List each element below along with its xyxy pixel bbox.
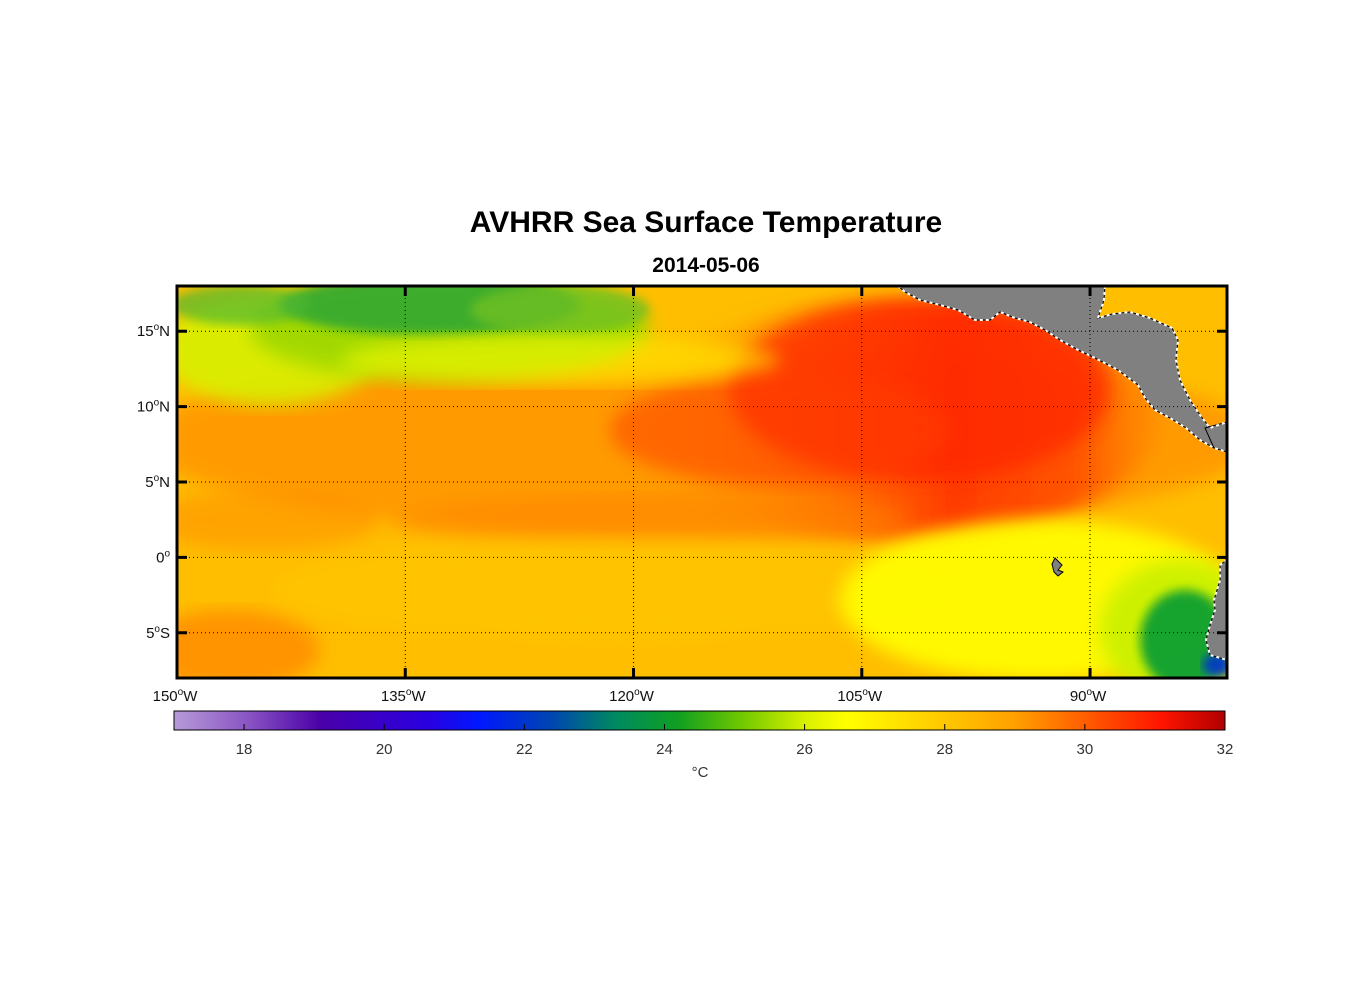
sst-south-cool — [270, 540, 970, 640]
colorbar-tick-label: 18 — [236, 741, 253, 758]
y-tick-label: 5oN — [145, 473, 170, 491]
x-tick-label: 105oW — [837, 687, 883, 705]
colorbar-ticks: 18 20 22 24 26 28 30 32 — [236, 724, 1234, 758]
colorbar-tick-label: 24 — [656, 741, 673, 758]
land-panama — [1204, 421, 1227, 453]
chart-subtitle: 2014-05-06 — [652, 254, 760, 277]
colorbar-tick-label: 20 — [376, 741, 393, 758]
colorbar — [173, 710, 1226, 731]
sst-coast-upwelling — [1140, 590, 1227, 678]
y-tick-label: 10oN — [137, 398, 170, 416]
sst-southwest-warm — [177, 610, 320, 678]
sst-nw-corner — [177, 286, 310, 325]
sst-field — [177, 286, 1227, 678]
chart-title: AVHRR Sea Surface Temperature — [469, 206, 943, 239]
sst-equatorial-warm — [390, 495, 910, 545]
colorbar-tick-label: 26 — [796, 741, 813, 758]
colorbar-tick-label: 30 — [1077, 741, 1094, 758]
sst-west-warm — [177, 490, 380, 550]
axis-ticks — [175, 286, 1227, 678]
x-tick-label: 150oW — [153, 687, 199, 705]
x-tick-label: 90oW — [1070, 687, 1107, 705]
y-tick-label: 15oN — [137, 322, 170, 340]
sst-warm-pool-west — [610, 375, 950, 485]
y-tick-label: 0o — [156, 548, 170, 566]
x-tick-label: 135oW — [381, 687, 427, 705]
coastline-south-america — [1204, 559, 1227, 661]
y-tick-label: 5oS — [146, 624, 170, 642]
axis-labels: 150oW 135oW 120oW 105oW 90oW 15oN 10oN 5oN 0o 5oS — [137, 322, 1107, 705]
x-tick-label: 120oW — [609, 687, 655, 705]
colorbar-tick-label: 28 — [936, 741, 953, 758]
colorbar-tick-label: 22 — [516, 741, 533, 758]
galapagos-islands — [1051, 557, 1064, 577]
sst-coast-coldest — [1203, 653, 1227, 677]
sst-north-transition — [340, 335, 780, 385]
colorbar-unit-label: °C — [691, 764, 709, 781]
grid-lines — [177, 286, 1227, 678]
sst-north-cool — [470, 286, 650, 335]
colorbar-tick-label: 32 — [1217, 741, 1234, 758]
